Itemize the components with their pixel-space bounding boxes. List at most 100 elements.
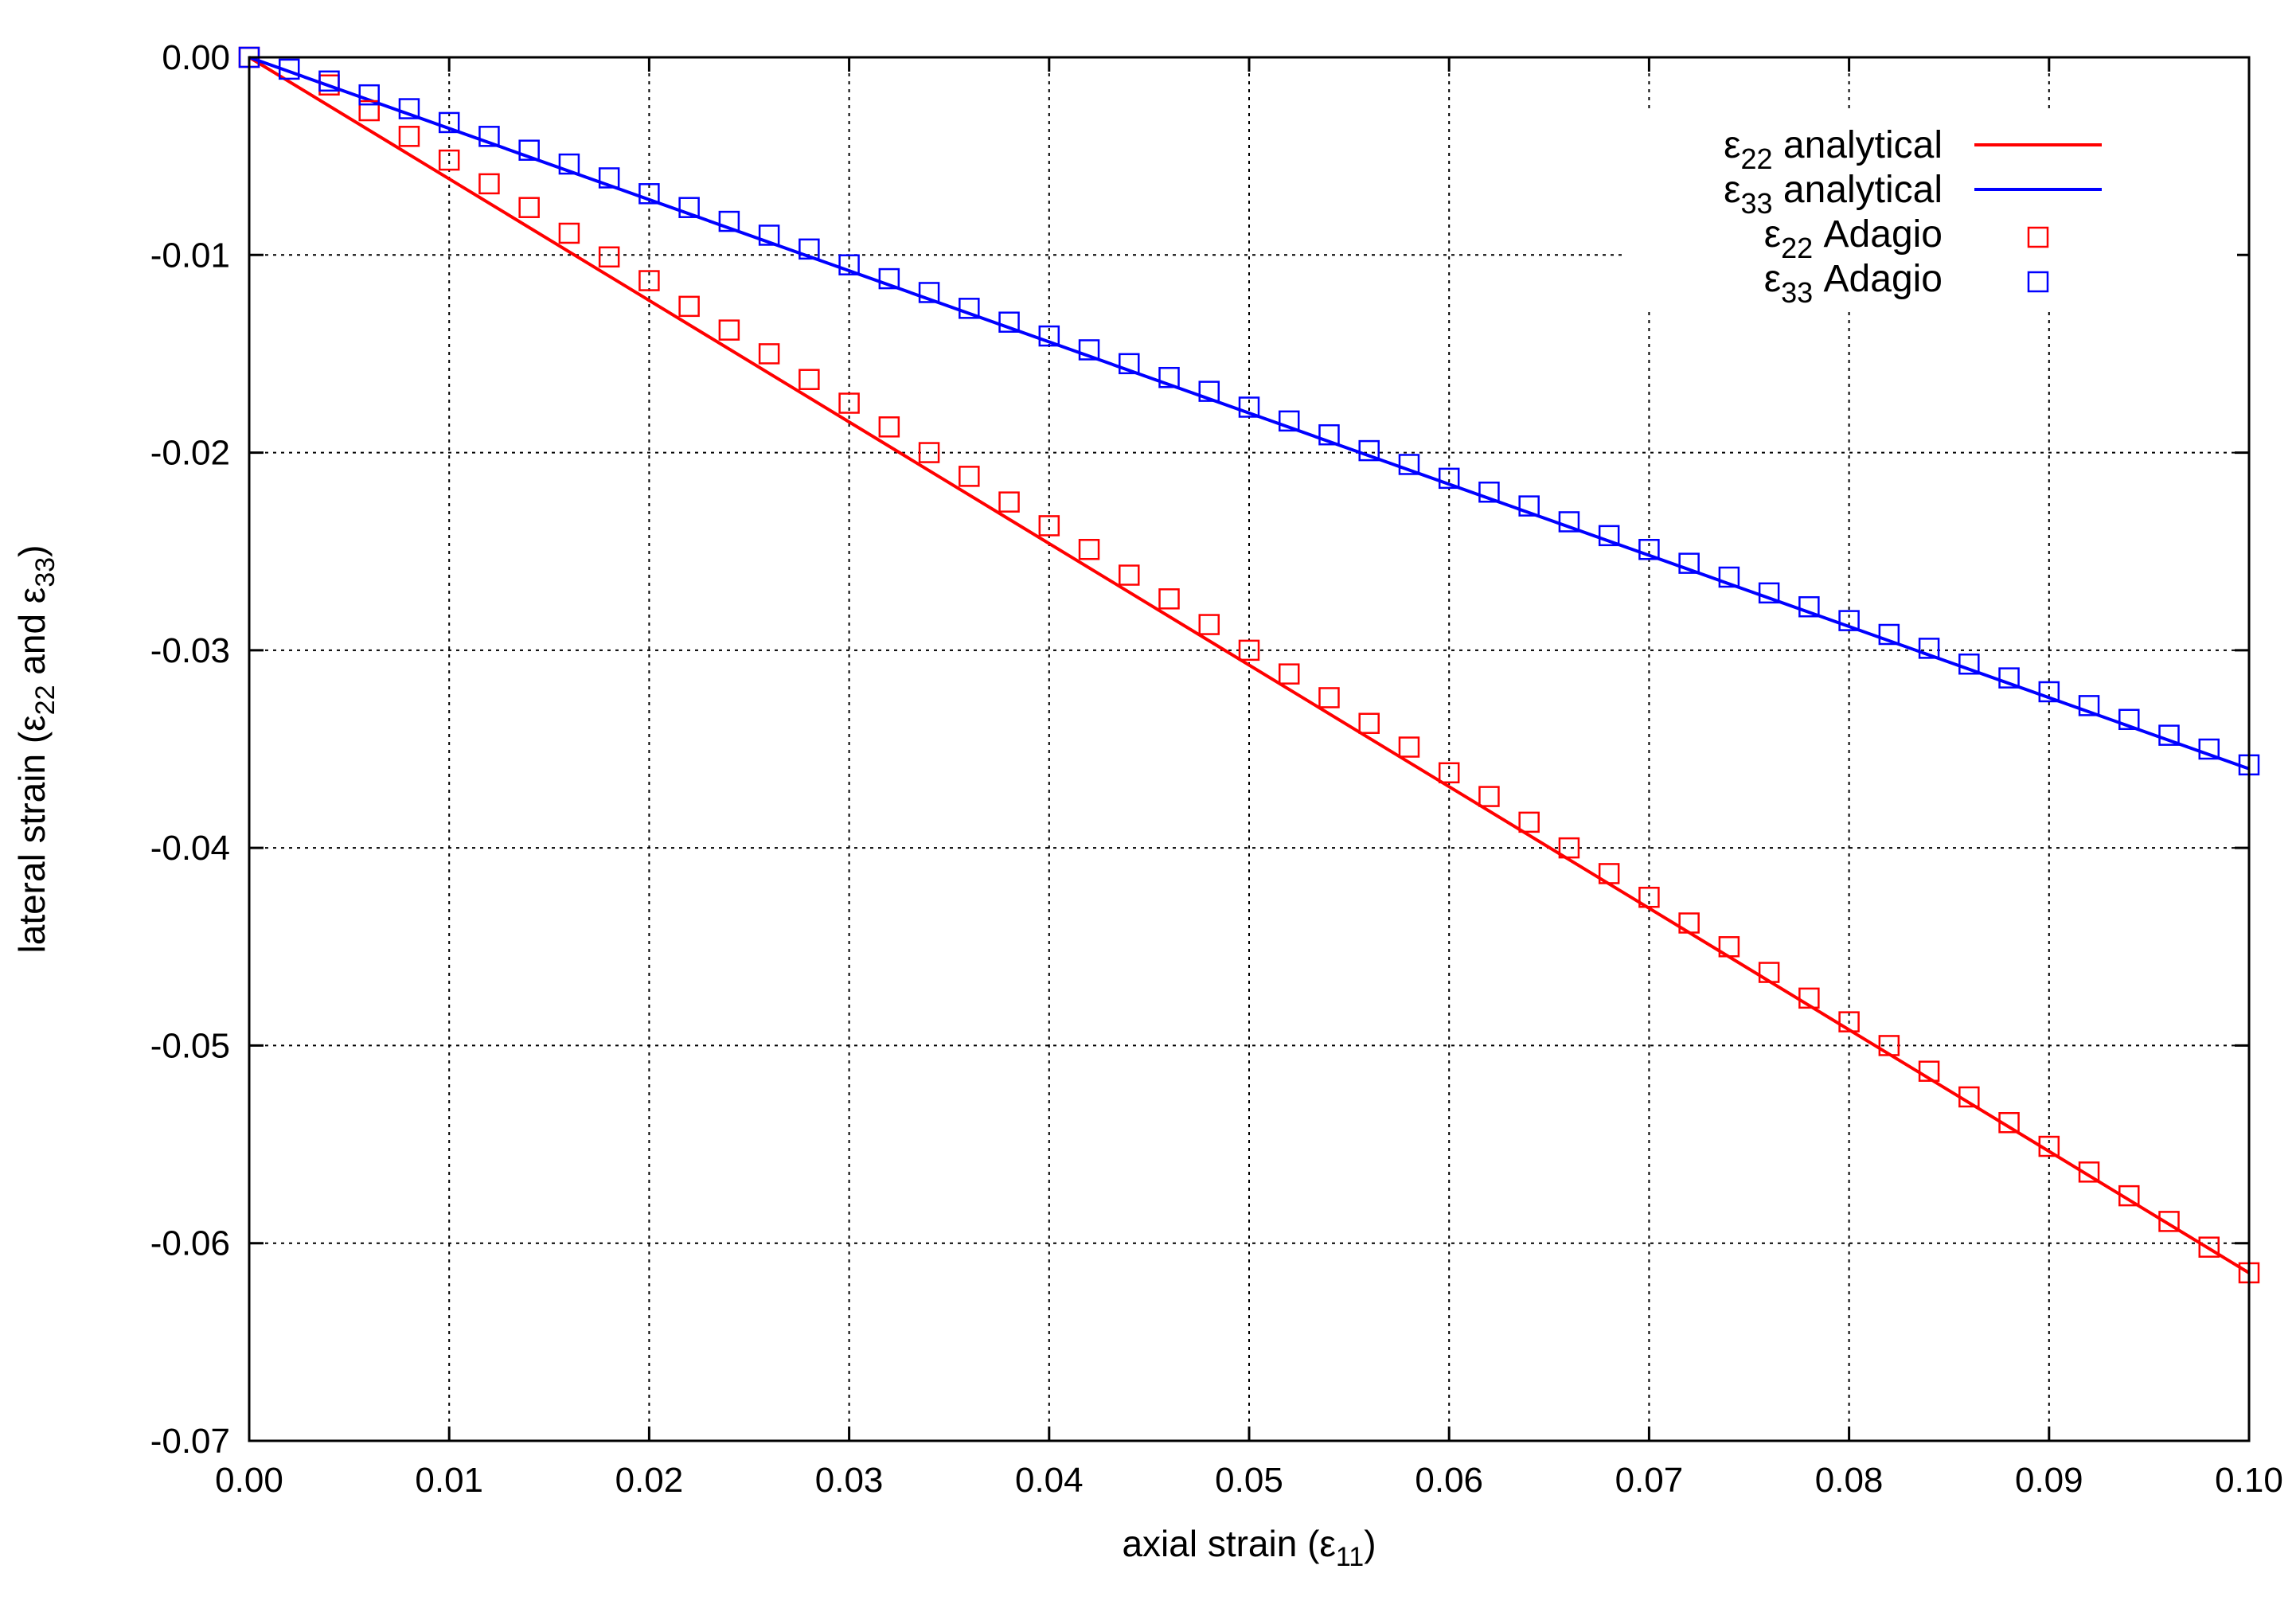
data-point	[2078, 695, 2100, 716]
data-point	[558, 222, 580, 244]
data-point	[1798, 987, 1820, 1009]
data-point	[2118, 1185, 2140, 1207]
x-tick-label: 0.01	[415, 1461, 483, 1500]
data-point	[1318, 423, 1340, 446]
data-point	[799, 238, 820, 260]
data-point	[438, 111, 460, 134]
data-point	[758, 224, 780, 246]
data-point	[1518, 811, 1540, 833]
x-tick-label: 0.09	[2015, 1461, 2083, 1500]
y-tick-label: 0.00	[162, 38, 230, 77]
data-point	[318, 70, 340, 92]
axis-ticks: 0.00 0.01 0.02 0.03 0.04 0.05 0.06 0.07 0.08 0.09…	[150, 38, 2283, 1500]
x-tick-label: 0.07	[1615, 1461, 1684, 1500]
data-point	[478, 126, 500, 147]
series-markers-33-adagio	[238, 46, 2260, 776]
data-point	[1598, 525, 1620, 547]
data-point	[1718, 936, 1740, 958]
data-point	[1398, 736, 1420, 758]
series	[238, 46, 2260, 1284]
y-axis-label-part3: )	[11, 545, 53, 557]
x-axis-label: axial strain (ε11)	[1122, 1523, 1376, 1572]
legend-label: ε33 Adagio	[1764, 258, 1943, 309]
data-point	[2118, 708, 2140, 731]
legend-label-symbol: ε	[1724, 169, 1740, 211]
data-point	[1278, 663, 1300, 685]
legend-label-text: analytical	[1773, 124, 1943, 166]
data-point	[1119, 564, 1140, 586]
data-point	[1438, 467, 1460, 490]
legend-label-text: Adagio	[1813, 258, 1943, 300]
legend-label-subscript: 33	[1781, 276, 1813, 309]
data-point	[799, 369, 820, 390]
data-point	[1358, 712, 1380, 734]
y-axis-label-part1: lateral strain (ε	[11, 715, 53, 953]
data-point	[598, 246, 620, 268]
data-point	[558, 153, 580, 175]
x-tick-label: 0.05	[1215, 1461, 1283, 1500]
data-point	[678, 295, 700, 318]
data-point	[718, 319, 740, 341]
x-tick-label: 0.04	[1015, 1461, 1084, 1500]
data-point	[1038, 325, 1060, 347]
legend-label-text: analytical	[1773, 169, 1943, 211]
x-tick-label: 0.03	[815, 1461, 884, 1500]
data-point	[2078, 1161, 2100, 1183]
data-point	[1038, 515, 1060, 537]
data-point	[278, 58, 300, 80]
data-point	[478, 173, 500, 195]
data-point	[1278, 410, 1300, 432]
data-point	[1238, 639, 1260, 662]
data-point	[1798, 595, 1820, 618]
legend-marker-swatch	[2027, 226, 2049, 248]
data-point	[1558, 511, 1580, 533]
data-point	[758, 343, 780, 365]
data-point	[1878, 623, 1900, 646]
data-point	[1158, 588, 1180, 610]
data-point	[398, 126, 420, 147]
data-point	[1838, 610, 1860, 631]
data-point	[1638, 886, 1660, 908]
x-tick-label: 0.06	[1415, 1461, 1483, 1500]
data-point	[1998, 667, 2020, 689]
data-point	[358, 100, 380, 122]
legend-background	[1624, 111, 2237, 310]
data-point	[1318, 687, 1340, 708]
data-point	[1358, 439, 1380, 462]
y-tick-label: -0.07	[150, 1422, 230, 1461]
data-point	[1758, 962, 1780, 983]
data-point	[1198, 381, 1220, 402]
data-point	[1678, 912, 1700, 934]
data-point	[1398, 454, 1420, 475]
x-tick-label: 0.08	[1815, 1461, 1884, 1500]
data-point	[959, 466, 980, 487]
data-point	[1518, 495, 1540, 517]
data-point	[998, 491, 1020, 513]
data-point	[2198, 1236, 2220, 1258]
legend-label: ε22 analytical	[1724, 124, 1943, 175]
data-point	[2198, 738, 2220, 760]
data-point	[1678, 552, 1700, 574]
y-tick-label: -0.02	[150, 434, 230, 473]
data-point	[878, 267, 900, 290]
legend-label-subscript: 22	[1781, 232, 1813, 264]
x-axis-label-subscript: 11	[1336, 1542, 1364, 1572]
data-point	[878, 416, 900, 438]
data-point	[1958, 653, 1980, 675]
data-point	[678, 197, 700, 218]
data-point	[838, 392, 860, 414]
data-point	[1478, 786, 1500, 807]
data-point	[1918, 638, 1940, 659]
legend-label: ε33 analytical	[1724, 169, 1943, 220]
data-point	[1119, 353, 1140, 375]
y-tick-label: -0.04	[150, 829, 230, 868]
data-point	[398, 98, 420, 119]
data-point	[638, 270, 660, 291]
data-point	[1558, 837, 1580, 859]
data-point	[918, 282, 940, 303]
data-point	[1918, 1060, 1940, 1082]
data-point	[1998, 1112, 2020, 1134]
y-tick-label: -0.03	[150, 631, 230, 670]
data-point	[718, 210, 740, 232]
